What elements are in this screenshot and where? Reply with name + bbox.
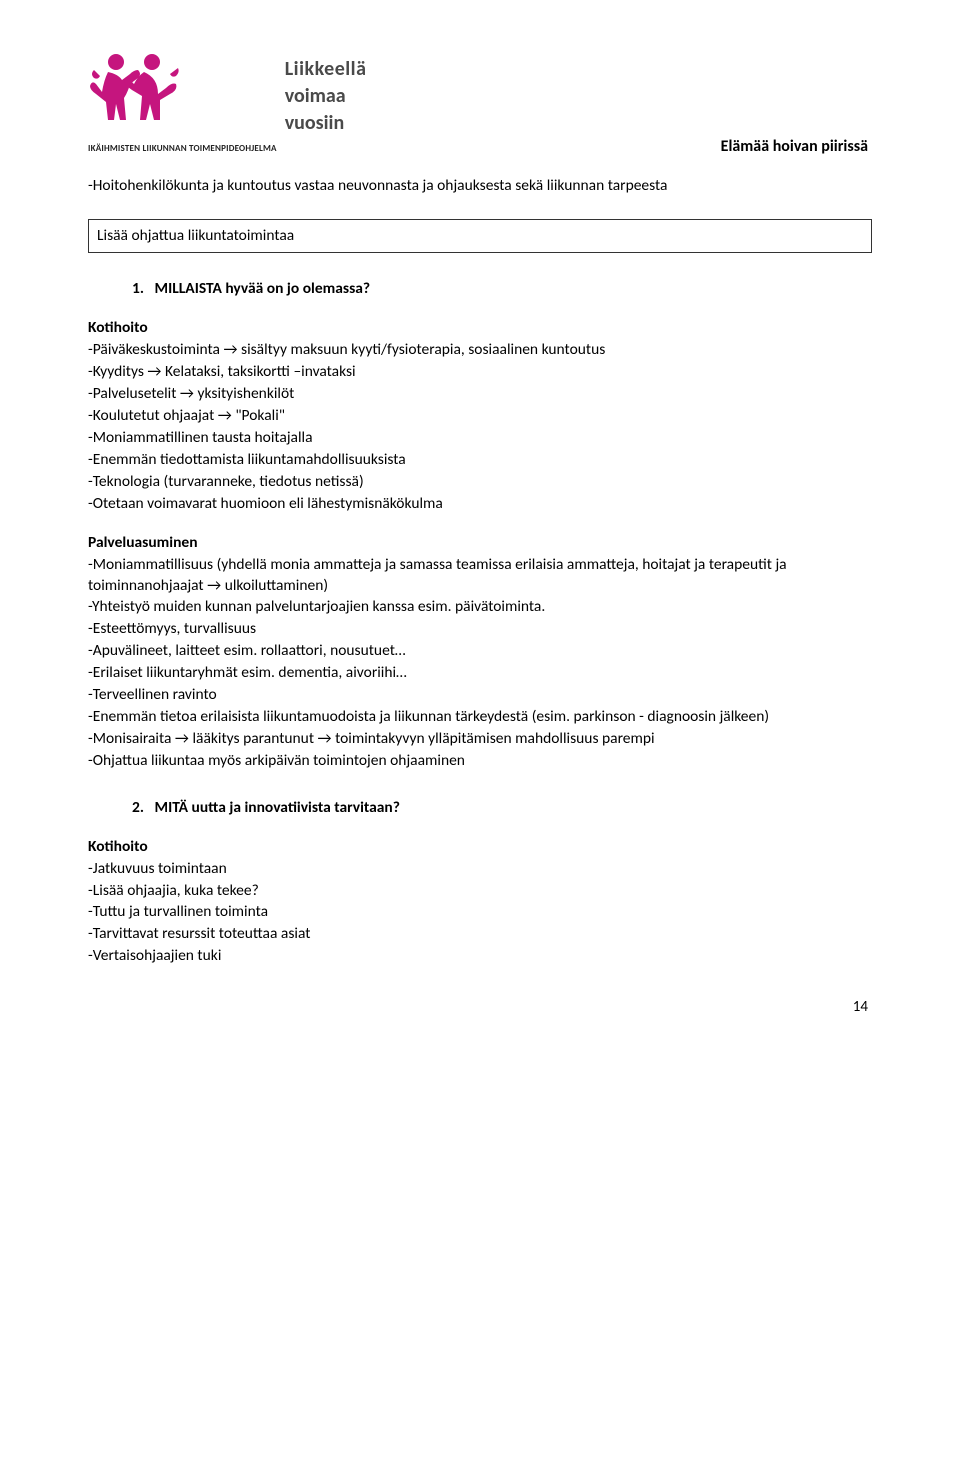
page-header: IKÄIHMISTEN LIIKUNNAN TOIMENPIDEOHJELMA … — [88, 48, 872, 158]
palveluasuminen-section: Palveluasuminen -Moniammatillisuus (yhde… — [88, 533, 872, 772]
kotihoito2-section: Kotihoito -Jatkuvuus toimintaan -Lisää o… — [88, 837, 872, 968]
q1-number: 1. — [132, 279, 144, 298]
list-item: -Otetaan voimavarat huomioon eli lähesty… — [88, 494, 872, 515]
list-item: -Palvelusetelit → yksityishenkilöt — [88, 384, 872, 405]
logo-block: IKÄIHMISTEN LIIKUNNAN TOIMENPIDEOHJELMA … — [88, 48, 366, 155]
question-2: 2. MITÄ uutta ja innovatiivista tarvitaa… — [88, 798, 872, 819]
list-item: -Tuttu ja turvallinen toiminta — [88, 902, 872, 923]
arrow-icon: → — [318, 729, 332, 748]
list-item: -Moniammatillisuus (yhdellä monia ammatt… — [88, 555, 872, 597]
arrow-icon: → — [147, 362, 161, 381]
kotihoito-section: Kotihoito -Päiväkeskustoiminta → sisälty… — [88, 318, 872, 514]
list-item: -Tarvittavat resurssit toteuttaa asiat — [88, 924, 872, 945]
list-item: -Enemmän tiedottamista liikuntamahdollis… — [88, 450, 872, 471]
arrow-icon: → — [218, 406, 232, 425]
arrow-icon: → — [180, 384, 194, 403]
palveluasuminen-title: Palveluasuminen — [88, 533, 872, 554]
intro-paragraph: -Hoitohenkilökunta ja kuntoutus vastaa n… — [88, 176, 872, 197]
list-item: -Esteettömyys, turvallisuus — [88, 619, 872, 640]
logo-figures-icon: IKÄIHMISTEN LIIKUNNAN TOIMENPIDEOHJELMA — [88, 48, 277, 155]
boxed-heading: Lisää ohjattua liikuntatoimintaa — [88, 219, 872, 254]
list-item: -Kyyditys → Kelataksi, taksikortti –inva… — [88, 362, 872, 383]
list-item: -Apuvälineet, laitteet esim. rollaattori… — [88, 641, 872, 662]
logo-word-3: vuosiin — [285, 110, 367, 137]
list-item: -Yhteistyö muiden kunnan palveluntarjoaj… — [88, 597, 872, 618]
list-item: -Jatkuvuus toimintaan — [88, 859, 872, 880]
kotihoito2-title: Kotihoito — [88, 837, 872, 858]
list-item: -Monisairaita → lääkitys parantunut → to… — [88, 729, 872, 750]
list-item: -Lisää ohjaajia, kuka tekee? — [88, 881, 872, 902]
arrow-icon: → — [175, 729, 189, 748]
list-item: -Koulutetut ohjaajat → "Pokali" — [88, 406, 872, 427]
logo-word-1: Liikkeellä — [285, 56, 367, 83]
logo-text: Liikkeellä voimaa vuosiin — [285, 48, 367, 137]
list-item: -Enemmän tietoa erilaisista liikuntamuod… — [88, 707, 872, 728]
question-1: 1. MILLAISTA hyvää on jo olemassa? — [88, 279, 872, 300]
list-item: -Vertaisohjaajien tuki — [88, 946, 872, 967]
arrow-icon: → — [207, 576, 221, 595]
q1-text: MILLAISTA hyvää on jo olemassa? — [155, 279, 371, 298]
list-item: -Teknologia (turvaranneke, tiedotus neti… — [88, 472, 872, 493]
kotihoito-title: Kotihoito — [88, 318, 872, 339]
q2-text: MITÄ uutta ja innovatiivista tarvitaan? — [155, 798, 400, 817]
page-number: 14 — [88, 997, 872, 1017]
list-item: -Ohjattua liikuntaa myös arkipäivän toim… — [88, 751, 872, 772]
logo-word-2: voimaa — [285, 83, 367, 110]
list-item: -Päiväkeskustoiminta → sisältyy maksuun … — [88, 340, 872, 361]
header-right-title: Elämää hoivan piirissä — [721, 48, 872, 158]
list-item: -Erilaiset liikuntaryhmät esim. dementia… — [88, 663, 872, 684]
list-item: -Terveellinen ravinto — [88, 685, 872, 706]
list-item: -Moniammatillinen tausta hoitajalla — [88, 428, 872, 449]
q2-number: 2. — [132, 798, 144, 817]
logo-subtitle: IKÄIHMISTEN LIIKUNNAN TOIMENPIDEOHJELMA — [88, 143, 277, 155]
arrow-icon: → — [223, 340, 237, 359]
